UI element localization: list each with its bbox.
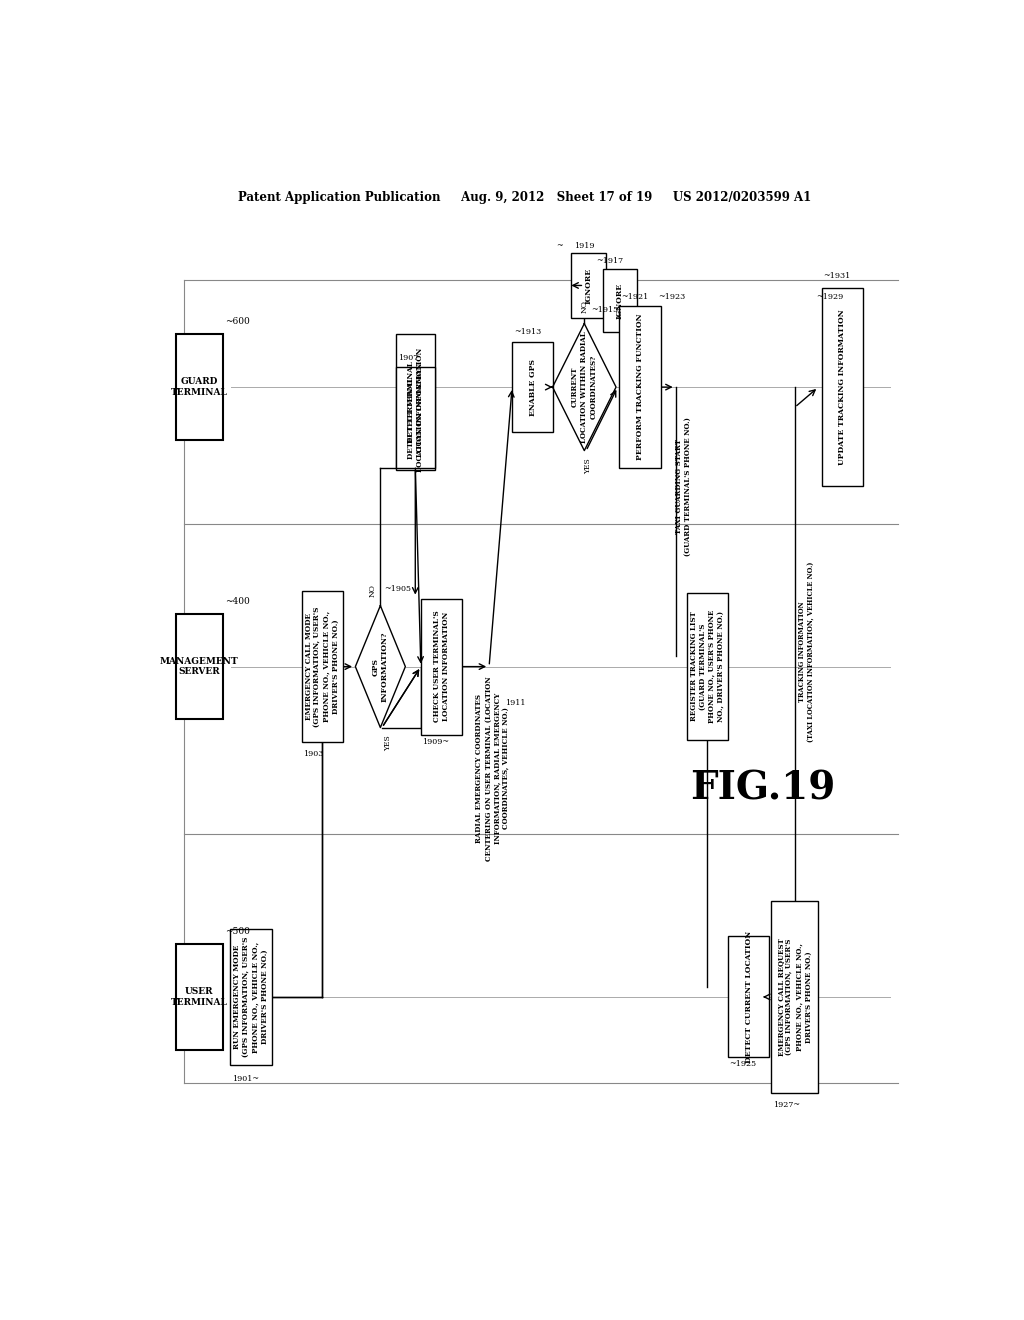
Text: DETECT TERMINAL
LOCATION INFORMATION: DETECT TERMINAL LOCATION INFORMATION bbox=[407, 347, 424, 457]
Polygon shape bbox=[355, 606, 406, 727]
Text: ~400: ~400 bbox=[225, 597, 250, 606]
Text: NO: NO bbox=[369, 585, 377, 598]
Text: GUARD
TERMINAL: GUARD TERMINAL bbox=[171, 378, 228, 397]
Text: CHECK USER TERMINAL'S
LOCATION INFORMATION: CHECK USER TERMINAL'S LOCATION INFORMATI… bbox=[433, 611, 451, 722]
Text: FIG.19: FIG.19 bbox=[690, 770, 836, 808]
FancyBboxPatch shape bbox=[620, 306, 660, 467]
Text: GPS
INFORMATION?: GPS INFORMATION? bbox=[372, 631, 389, 702]
Text: IGNORE: IGNORE bbox=[616, 282, 624, 318]
FancyBboxPatch shape bbox=[396, 367, 435, 467]
FancyBboxPatch shape bbox=[821, 289, 863, 486]
Text: 1927~: 1927~ bbox=[773, 1101, 801, 1109]
Text: ~1915: ~1915 bbox=[591, 306, 617, 314]
Text: 1919: 1919 bbox=[574, 242, 595, 249]
FancyBboxPatch shape bbox=[176, 614, 223, 719]
Text: UPDATE TRACKING INFORMATION: UPDATE TRACKING INFORMATION bbox=[839, 309, 846, 465]
Text: ~1925: ~1925 bbox=[729, 1060, 757, 1068]
FancyBboxPatch shape bbox=[396, 334, 435, 470]
FancyBboxPatch shape bbox=[728, 936, 769, 1057]
Text: ~1921: ~1921 bbox=[621, 293, 648, 301]
FancyBboxPatch shape bbox=[176, 334, 223, 440]
FancyBboxPatch shape bbox=[602, 269, 638, 333]
Text: EMERGENCY CALL MODE
(GPS INFORMATION, USER'S
PHONE NO., VEHICLE NO.,
DRIVER'S PH: EMERGENCY CALL MODE (GPS INFORMATION, US… bbox=[304, 606, 340, 727]
Text: EMERGENCY CALL REQUEST
(GPS INFORMATION, USER'S
PHONE NO., VEHICLE NO.,
DRIVER'S: EMERGENCY CALL REQUEST (GPS INFORMATION,… bbox=[777, 939, 812, 1056]
Text: ~: ~ bbox=[557, 242, 563, 249]
Text: ~1913: ~1913 bbox=[514, 329, 541, 337]
Text: Patent Application Publication     Aug. 9, 2012   Sheet 17 of 19     US 2012/020: Patent Application Publication Aug. 9, 2… bbox=[239, 190, 811, 203]
Text: RUN EMERGENCY MODE
(GPS INFORMATION, USER'S
PHONE NO., VEHICLE NO.,
DRIVER'S PHO: RUN EMERGENCY MODE (GPS INFORMATION, USE… bbox=[233, 937, 269, 1057]
Text: ~1905: ~1905 bbox=[384, 585, 412, 594]
FancyBboxPatch shape bbox=[570, 253, 606, 318]
Text: ~600: ~600 bbox=[225, 317, 250, 326]
Text: TRACKING INFORMATION
(TAXI LOCATION INFORMATION, VEHICLE NO.): TRACKING INFORMATION (TAXI LOCATION INFO… bbox=[798, 561, 815, 742]
Text: ~500: ~500 bbox=[225, 927, 250, 936]
FancyBboxPatch shape bbox=[302, 591, 343, 742]
Text: ~1923: ~1923 bbox=[658, 293, 685, 301]
Text: REGISTER TRACKING LIST
(GUARD TERMINAL'S
PHONE NO., USER'S PHONE
NO., DRIVER'S P: REGISTER TRACKING LIST (GUARD TERMINAL'S… bbox=[689, 610, 725, 723]
Text: YES: YES bbox=[585, 458, 592, 474]
Text: 1903: 1903 bbox=[303, 750, 324, 758]
Polygon shape bbox=[553, 323, 616, 450]
FancyBboxPatch shape bbox=[771, 900, 818, 1093]
Text: 1911: 1911 bbox=[505, 700, 525, 708]
Text: USER
TERMINAL: USER TERMINAL bbox=[171, 987, 228, 1007]
Text: DETECT TERMINAL
LOCATION INFORMATION: DETECT TERMINAL LOCATION INFORMATION bbox=[407, 363, 424, 473]
FancyBboxPatch shape bbox=[687, 594, 728, 739]
Text: PERFORM TRACKING FUNCTION: PERFORM TRACKING FUNCTION bbox=[636, 314, 644, 461]
Text: IGNORE: IGNORE bbox=[585, 268, 592, 304]
Text: NO: NO bbox=[581, 300, 589, 313]
Text: TAXI GUARDING START
(GUARD TERMINAL'S PHONE NO.): TAXI GUARDING START (GUARD TERMINAL'S PH… bbox=[675, 417, 692, 556]
Text: MANAGEMENT
SERVER: MANAGEMENT SERVER bbox=[160, 657, 239, 676]
Text: RADIAL EMERGENCY COORDINATES
CENTERING ON USER TERMINAL (LOCATION
INFORMATION, R: RADIAL EMERGENCY COORDINATES CENTERING O… bbox=[475, 676, 511, 861]
FancyBboxPatch shape bbox=[176, 944, 223, 1049]
Text: 1901~: 1901~ bbox=[232, 1076, 259, 1084]
FancyBboxPatch shape bbox=[512, 342, 553, 433]
Text: CURRENT
LOCATION WITHIN RADIAL
COORDINATES?: CURRENT LOCATION WITHIN RADIAL COORDINAT… bbox=[571, 331, 598, 444]
Text: 1909~: 1909~ bbox=[423, 738, 450, 746]
Text: ~1929: ~1929 bbox=[816, 293, 844, 301]
Text: YES: YES bbox=[384, 735, 392, 751]
Text: ~1931: ~1931 bbox=[823, 272, 851, 280]
FancyBboxPatch shape bbox=[230, 929, 271, 1065]
Text: ENABLE GPS: ENABLE GPS bbox=[528, 359, 537, 416]
Text: 1907: 1907 bbox=[397, 354, 418, 362]
FancyBboxPatch shape bbox=[421, 598, 462, 735]
Text: DETECT CURRENT LOCATION: DETECT CURRENT LOCATION bbox=[744, 931, 753, 1063]
Text: ~1917: ~1917 bbox=[596, 257, 624, 265]
